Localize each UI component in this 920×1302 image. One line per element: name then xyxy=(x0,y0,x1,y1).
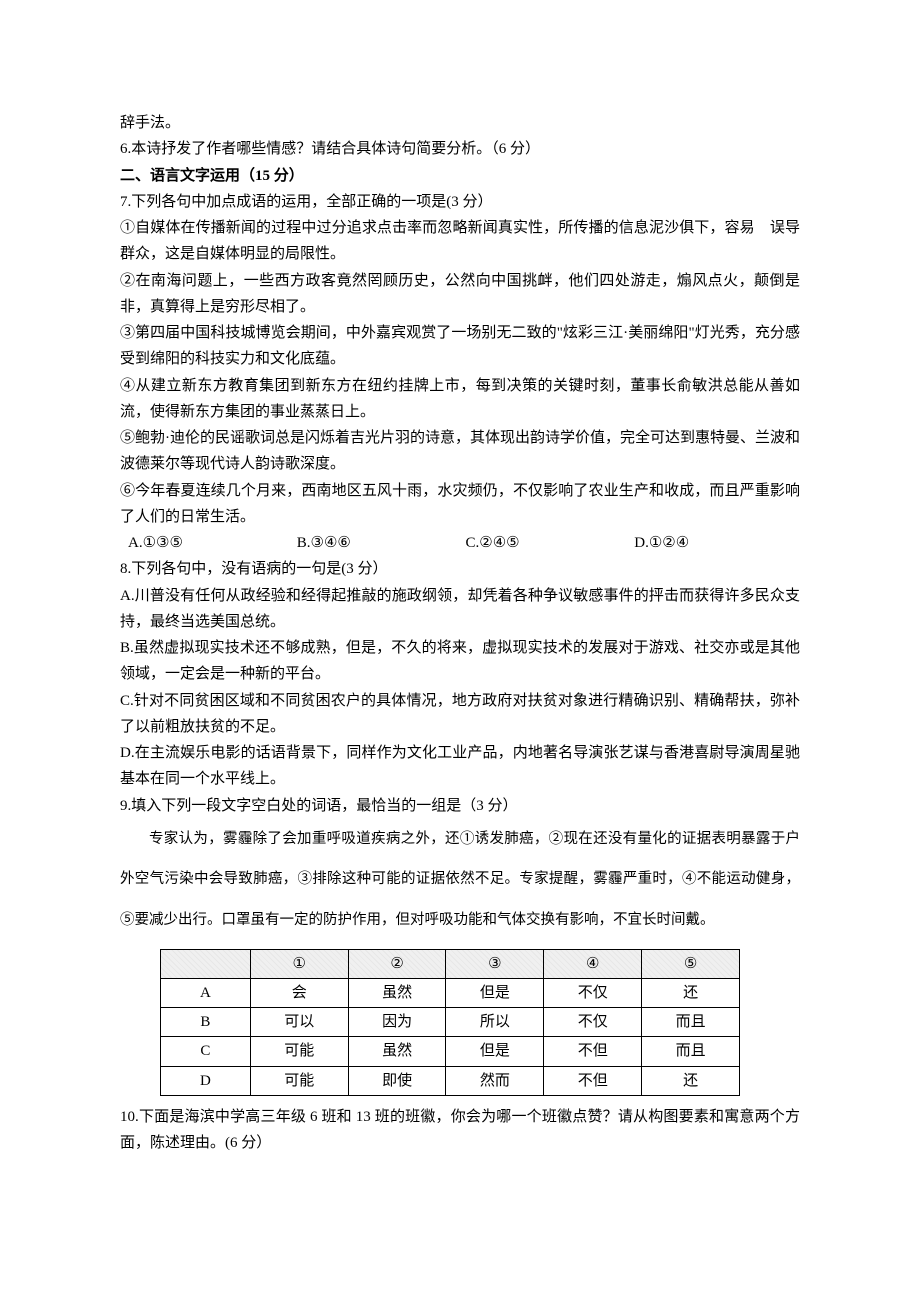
table-cell: 但是 xyxy=(446,978,544,1007)
table-cell: D xyxy=(161,1066,251,1095)
table-cell: 而且 xyxy=(642,1037,740,1066)
table-cell: A xyxy=(161,978,251,1007)
table-header-cell: ② xyxy=(348,949,446,978)
table-header-cell: ⑤ xyxy=(642,949,740,978)
question-7: 7.下列各句中加点成语的运用，全部正确的一项是(3 分） xyxy=(120,189,800,215)
table-cell: 所以 xyxy=(446,1008,544,1037)
table-header-cell: ③ xyxy=(446,949,544,978)
table-header-row: ① ② ③ ④ ⑤ xyxy=(161,949,740,978)
question-9: 9.填入下列一段文字空白处的词语，最恰当的一组是（3 分） xyxy=(120,793,800,819)
item-3: ③第四届中国科技城博览会期间，中外嘉宾观赏了一场别无二致的"炫彩三江·美丽绵阳"… xyxy=(120,320,800,373)
table-row: B 可以 因为 所以 不仅 而且 xyxy=(161,1008,740,1037)
table-header-cell: ④ xyxy=(544,949,642,978)
table-cell: 还 xyxy=(642,978,740,1007)
table-cell: B xyxy=(161,1008,251,1037)
table-cell: 可能 xyxy=(250,1066,348,1095)
table-cell: 虽然 xyxy=(348,1037,446,1066)
q8-option-b: B.虽然虚拟现实技术还不够成熟，但是，不久的将来，虚拟现实技术的发展对于游戏、社… xyxy=(120,635,800,688)
q8-option-a: A.川普没有任何从政经验和经得起推敲的施政纲领，却凭着各种争议敏感事件的抨击而获… xyxy=(120,583,800,636)
table-row: C 可能 虽然 但是 不但 而且 xyxy=(161,1037,740,1066)
table-header-cell: ① xyxy=(250,949,348,978)
item-5: ⑤鲍勃·迪伦的民谣歌词总是闪烁着吉光片羽的诗意，其体现出韵诗学价值，完全可达到惠… xyxy=(120,425,800,478)
table-cell: 然而 xyxy=(446,1066,544,1095)
table-cell: 因为 xyxy=(348,1008,446,1037)
q8-option-c: C.针对不同贫困区域和不同贫困农户的具体情况，地方政府对扶贫对象进行精确识别、精… xyxy=(120,688,800,741)
table-cell: 不但 xyxy=(544,1037,642,1066)
table-cell: 不但 xyxy=(544,1066,642,1095)
option-b: B.③④⑥ xyxy=(297,530,462,556)
table-cell: 不仅 xyxy=(544,978,642,1007)
item-6: ⑥今年春夏连续几个月来，西南地区五风十雨，水灾频仍，不仅影响了农业生产和收成，而… xyxy=(120,478,800,531)
item-1: ①自媒体在传播新闻的过程中过分追求点击率而忽略新闻真实性，所传播的信息泥沙俱下，… xyxy=(120,215,800,268)
document-page: 辞手法。 6.本诗抒发了作者哪些情感？请结合具体诗句简要分析。（6 分） 二、语… xyxy=(0,0,920,1216)
option-c: C.②④⑤ xyxy=(466,530,631,556)
table-cell: 可能 xyxy=(250,1037,348,1066)
section-heading-2: 二、语言文字运用（15 分） xyxy=(120,163,800,189)
options-row-q7: A.①③⑤ B.③④⑥ C.②④⑤ D.①②④ xyxy=(120,530,800,556)
table-cell: 还 xyxy=(642,1066,740,1095)
table-cell: C xyxy=(161,1037,251,1066)
table-row: D 可能 即使 然而 不但 还 xyxy=(161,1066,740,1095)
item-2: ②在南海问题上，一些西方政客竟然罔顾历史，公然向中国挑衅，他们四处游走，煽风点火… xyxy=(120,268,800,321)
table-header-cell xyxy=(161,949,251,978)
table-cell: 但是 xyxy=(446,1037,544,1066)
question-8: 8.下列各句中，没有语病的一句是(3 分） xyxy=(120,556,800,582)
question-6: 6.本诗抒发了作者哪些情感？请结合具体诗句简要分析。（6 分） xyxy=(120,136,800,162)
table-cell: 可以 xyxy=(250,1008,348,1037)
table-cell: 虽然 xyxy=(348,978,446,1007)
q9-passage: 专家认为，雾霾除了会加重呼吸道疾病之外，还①诱发肺癌，②现在还没有量化的证据表明… xyxy=(120,819,800,941)
text-line: 辞手法。 xyxy=(120,110,800,136)
option-d: D.①②④ xyxy=(634,530,784,556)
table-cell: 会 xyxy=(250,978,348,1007)
table-cell: 不仅 xyxy=(544,1008,642,1037)
table-row: A 会 虽然 但是 不仅 还 xyxy=(161,978,740,1007)
question-10: 10.下面是海滨中学高三年级 6 班和 13 班的班徽，你会为哪一个班徽点赞？请… xyxy=(120,1104,800,1157)
option-a: A.①③⑤ xyxy=(120,530,293,556)
table-cell: 而且 xyxy=(642,1008,740,1037)
q8-option-d: D.在主流娱乐电影的话语背景下，同样作为文化工业产品，内地著名导演张艺谋与香港喜… xyxy=(120,740,800,793)
q9-answer-table: ① ② ③ ④ ⑤ A 会 虽然 但是 不仅 还 B 可以 因为 所以 不仅 而… xyxy=(160,949,740,1096)
item-4: ④从建立新东方教育集团到新东方在纽约挂牌上市，每到决策的关键时刻，董事长俞敏洪总… xyxy=(120,373,800,426)
table-cell: 即使 xyxy=(348,1066,446,1095)
